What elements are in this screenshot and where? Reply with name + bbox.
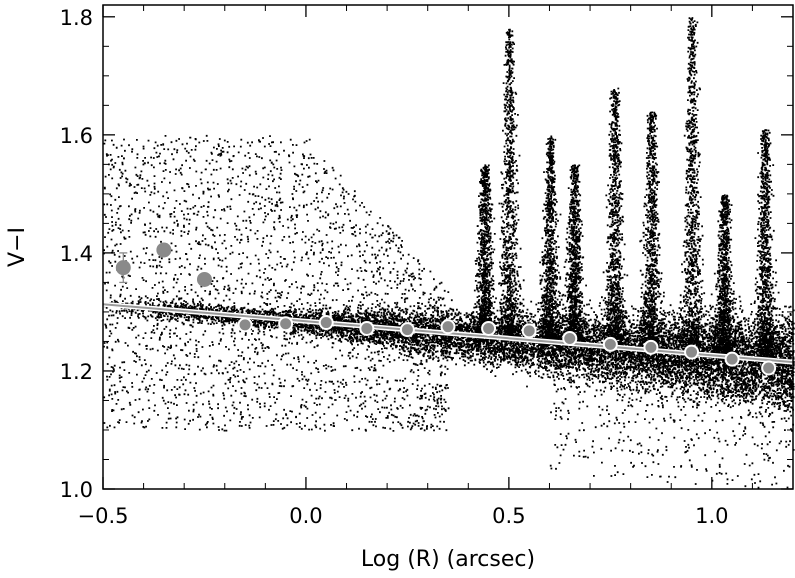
x-tick-label: 0.5 xyxy=(492,504,525,528)
y-tick-label: 1.6 xyxy=(60,124,93,148)
profile-marker xyxy=(196,271,212,287)
profile-point xyxy=(318,315,334,331)
profile-point xyxy=(359,320,375,336)
profile-point xyxy=(562,330,578,346)
profile-point xyxy=(196,271,212,287)
profile-point xyxy=(521,323,537,339)
profile-marker xyxy=(440,319,456,335)
profile-point xyxy=(156,242,172,258)
y-tick-label: 1.2 xyxy=(60,360,93,384)
profile-marker xyxy=(562,330,578,346)
x-tick-label: 0.0 xyxy=(289,504,322,528)
profile-marker xyxy=(115,260,131,276)
profile-point xyxy=(399,322,415,338)
profile-point xyxy=(724,351,740,367)
profile-marker xyxy=(399,322,415,338)
profile-point xyxy=(643,339,659,355)
profile-point xyxy=(684,344,700,360)
profile-point xyxy=(481,320,497,336)
profile-marker xyxy=(318,315,334,331)
pixel-scatter-cloud xyxy=(103,17,795,489)
profile-marker xyxy=(602,336,618,352)
profile-marker xyxy=(359,320,375,336)
y-tick-label: 1.0 xyxy=(60,478,93,502)
profile-point xyxy=(440,319,456,335)
y-axis-label: V−I xyxy=(5,227,30,267)
profile-marker xyxy=(237,317,253,333)
profile-point xyxy=(115,252,131,284)
profile-marker xyxy=(156,242,172,258)
pixel-scatter-points xyxy=(103,17,795,489)
profile-marker xyxy=(761,360,777,376)
profile-marker xyxy=(481,320,497,336)
profile-marker xyxy=(643,339,659,355)
profile-marker xyxy=(724,351,740,367)
x-tick-label: 1.0 xyxy=(695,504,728,528)
x-axis-label: Log (R) (arcsec) xyxy=(361,547,535,572)
x-tick-label: −0.5 xyxy=(78,504,129,528)
profile-point xyxy=(278,316,294,332)
profile-points-group xyxy=(115,242,777,376)
y-tick-label: 1.4 xyxy=(60,242,93,266)
profile-point xyxy=(602,336,618,352)
profile-marker xyxy=(684,344,700,360)
profile-point xyxy=(237,317,253,333)
plot-frame xyxy=(102,4,794,490)
profile-point xyxy=(761,360,777,376)
profile-marker xyxy=(278,316,294,332)
profile-marker xyxy=(521,323,537,339)
y-tick-label: 1.8 xyxy=(60,6,93,30)
axis-ticks: −0.5 0.0 0.5 1.0 1.0 1.2 1.4 1.6 1.8 xyxy=(60,5,793,528)
